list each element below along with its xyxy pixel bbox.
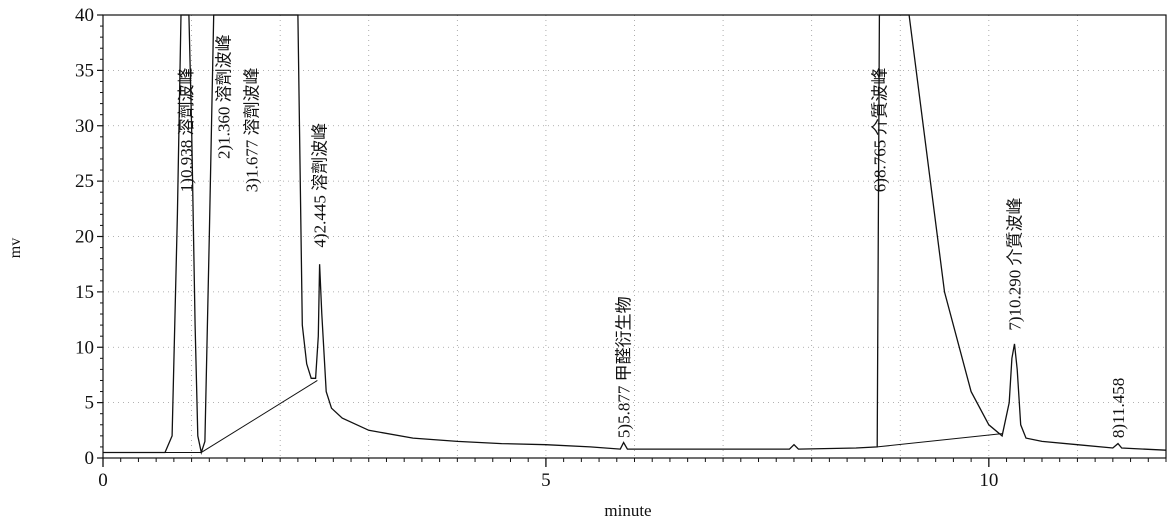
peak-label: 6)8.765 介質波峰 <box>870 68 889 193</box>
integration-baseline <box>201 380 318 453</box>
x-tick-label: 5 <box>541 470 551 491</box>
peak-label: 8)11.458 <box>1109 378 1128 438</box>
y-tick-label: 10 <box>75 337 94 358</box>
y-tick-label: 5 <box>85 393 95 414</box>
integration-baselines <box>165 380 1003 453</box>
peak-label: 7)10.290 介質波峰 <box>1006 197 1025 330</box>
y-tick-label: 35 <box>75 60 94 81</box>
peak-labels: 1)0.938 溶劑波峰 2)1.360 溶劑波峰 3)1.677 溶劑波峰 4)2.… <box>177 34 1128 438</box>
x-axis-title: minute <box>604 501 651 520</box>
y-tick-label: 30 <box>75 116 94 137</box>
integration-baseline <box>877 433 1003 448</box>
y-tick-label: 0 <box>85 448 95 469</box>
x-tick-label: 10 <box>979 470 998 491</box>
tick-marks: 0 5 10 15 20 25 30 35 40 0 5 10 <box>75 5 1167 491</box>
peak-label: 1)0.938 溶劑波峰 <box>177 68 196 193</box>
peak-label: 4)2.445 溶劑波峰 <box>311 123 330 248</box>
y-axis-title: mv <box>7 238 24 258</box>
y-tick-label: 40 <box>75 5 94 26</box>
x-tick-label: 0 <box>98 470 108 491</box>
grid-lines <box>103 15 1166 458</box>
peak-label: 2)1.360 溶劑波峰 <box>214 34 233 159</box>
peak-label: 3)1.677 溶劑波峰 <box>243 68 262 193</box>
y-tick-label: 25 <box>75 171 94 192</box>
y-tick-label: 15 <box>75 282 94 303</box>
chromatogram-trace <box>103 14 1167 456</box>
peak-label: 5)5.877 甲醛衍生物 <box>615 296 634 438</box>
y-tick-label: 20 <box>75 227 94 248</box>
